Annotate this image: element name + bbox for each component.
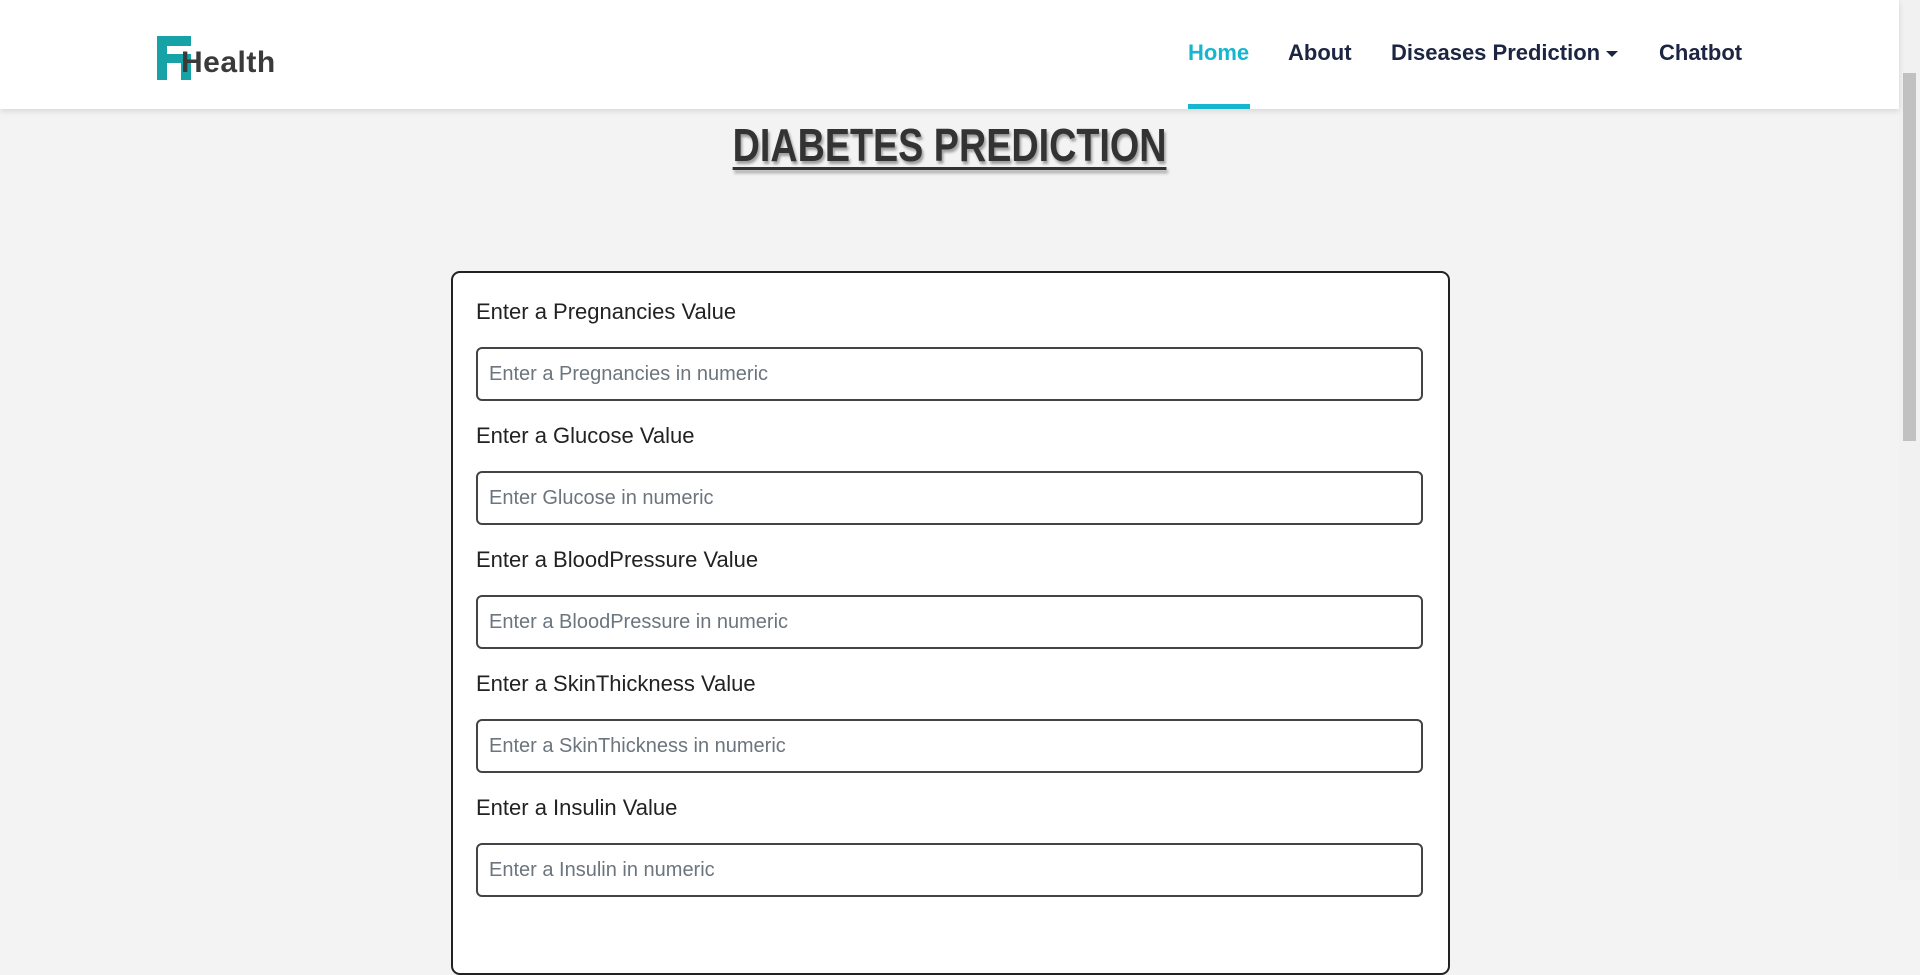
nav-home[interactable]: Home xyxy=(1188,40,1250,65)
nav-diseases-text: Diseases Prediction xyxy=(1391,40,1601,65)
field-input[interactable]: Enter a SkinThickness in numeric xyxy=(476,719,1423,773)
field-placeholder: Enter a BloodPressure in numeric xyxy=(489,611,789,633)
field-label: Enter a Glucose Value xyxy=(476,423,695,448)
nav-chatbot[interactable]: Chatbot xyxy=(1659,40,1743,65)
active-underline xyxy=(1188,104,1250,109)
navbar: Health Home About Diseases Prediction Ch… xyxy=(0,0,1899,109)
scrollbar[interactable] xyxy=(1899,0,1920,880)
nav-about[interactable]: About xyxy=(1288,40,1352,65)
field-label: Enter a Pregnancies Value xyxy=(476,299,737,324)
nav-diseases[interactable]: Diseases Prediction xyxy=(1391,40,1619,66)
page-title: DIABETES PREDICTION xyxy=(732,119,1167,171)
field-input[interactable]: Enter a Pregnancies in numeric xyxy=(476,347,1423,401)
field-placeholder: Enter a SkinThickness in numeric xyxy=(489,735,786,757)
field-placeholder: Enter a Insulin in numeric xyxy=(489,859,715,881)
page-title-wrap: DIABETES PREDICTION xyxy=(0,118,1899,172)
field-placeholder: Enter Glucose in numeric xyxy=(489,487,714,509)
field-label: Enter a BloodPressure Value xyxy=(476,547,759,572)
scroll-thumb[interactable] xyxy=(1903,73,1916,441)
field-label: Enter a Insulin Value xyxy=(476,795,678,820)
logo[interactable]: Health xyxy=(157,34,287,82)
field-input[interactable]: Enter Glucose in numeric xyxy=(476,471,1423,525)
logo-icon xyxy=(157,36,191,80)
caret xyxy=(1606,51,1619,58)
field-input[interactable]: Enter a BloodPressure in numeric xyxy=(476,595,1423,649)
field-input[interactable]: Enter a Insulin in numeric xyxy=(476,843,1423,897)
field-label: Enter a SkinThickness Value xyxy=(476,671,756,696)
field-placeholder: Enter a Pregnancies in numeric xyxy=(489,363,769,385)
logo-text: Health xyxy=(181,46,276,79)
